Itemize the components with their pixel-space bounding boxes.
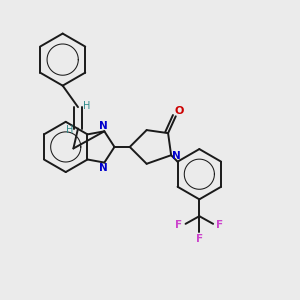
Text: F: F <box>175 220 182 230</box>
Text: F: F <box>196 234 203 244</box>
Text: N: N <box>172 151 181 161</box>
Text: N: N <box>99 163 108 173</box>
Text: O: O <box>174 106 184 116</box>
Text: H: H <box>66 125 73 135</box>
Text: H: H <box>83 100 90 111</box>
Text: N: N <box>99 122 108 131</box>
Text: F: F <box>216 220 224 230</box>
